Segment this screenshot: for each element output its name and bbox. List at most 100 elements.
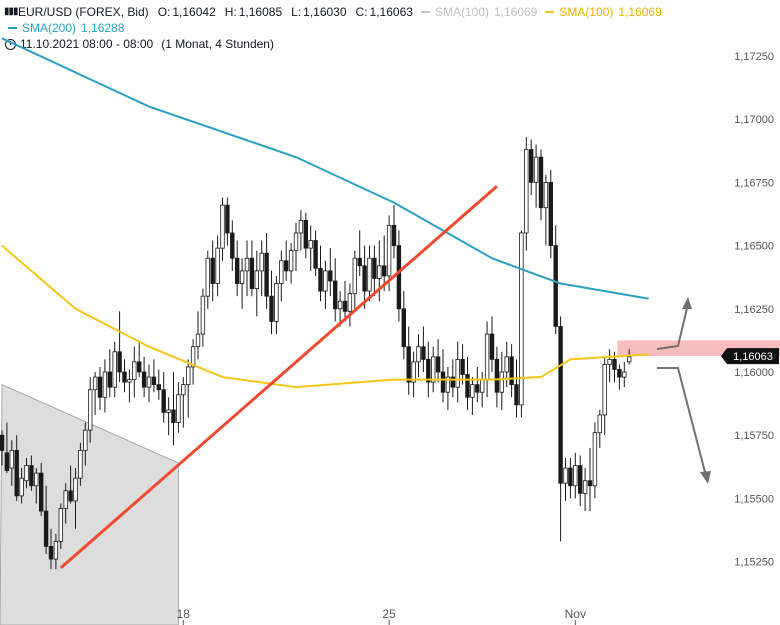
- candle-body: [176, 394, 181, 423]
- candle-body: [612, 358, 617, 370]
- price-tick-label: 1,15750: [734, 430, 774, 442]
- time-axis: 18 25 Nov: [177, 607, 586, 625]
- candle-body: [122, 371, 127, 383]
- chart-legend: ▮▮▮ EUR/USD (FOREX, Bid) O: 1,16042 H: 1…: [4, 4, 662, 52]
- candle-body: [136, 361, 142, 373]
- candle-body: [239, 270, 245, 284]
- sma200-line: [1, 37, 649, 300]
- candle-body: [519, 232, 524, 406]
- candle-body: [53, 540, 59, 560]
- candle-body: [538, 156, 544, 209]
- candle-body: [112, 351, 117, 388]
- candle-body: [352, 257, 357, 295]
- candle-body: [494, 358, 500, 393]
- candle-body: [259, 252, 264, 272]
- candle-body: [342, 300, 348, 312]
- candle-body: [426, 358, 431, 383]
- candle-body: [484, 333, 490, 380]
- candle-body: [141, 371, 147, 388]
- candle-body: [117, 351, 122, 373]
- candle-body: [440, 371, 446, 393]
- price-tick-label: 1,16500: [734, 241, 774, 253]
- candle-body: [377, 265, 382, 279]
- candle-body: [97, 376, 103, 398]
- candle-body: [460, 358, 465, 375]
- candle-body: [161, 389, 166, 413]
- candle-body: [210, 257, 215, 284]
- symbol-label: EUR/USD (FOREX, Bid): [18, 5, 149, 19]
- candle-body: [406, 346, 411, 383]
- candle-body: [313, 240, 318, 269]
- candle-body: [475, 384, 480, 393]
- candle-body: [43, 510, 49, 547]
- candle-body: [225, 204, 230, 234]
- candle-body: [548, 181, 553, 246]
- candle-body: [435, 356, 441, 373]
- candle-body: [102, 371, 108, 398]
- candle-body: [19, 477, 24, 497]
- candle-body: [362, 265, 367, 292]
- down-arrow-head: [700, 471, 711, 484]
- candle-body: [582, 480, 588, 494]
- candle-body: [269, 295, 274, 322]
- candle-body: [4, 452, 10, 471]
- candle-body: [181, 384, 186, 396]
- candle-body: [171, 409, 176, 423]
- candle-body: [367, 257, 372, 292]
- candle-body: [592, 432, 598, 487]
- candle-body: [29, 465, 34, 487]
- candle-body: [303, 219, 308, 249]
- candle-body: [63, 490, 68, 509]
- candle-body: [166, 409, 171, 413]
- candle-body: [411, 361, 416, 383]
- candle-body: [205, 257, 210, 297]
- candle-body: [337, 300, 343, 310]
- sma100-gray-label: SMA(100): [434, 5, 489, 19]
- candle-body: [200, 295, 206, 335]
- price-tick-label: 1,17000: [734, 114, 774, 126]
- price-tick-label: 1,16250: [734, 304, 774, 316]
- candle-body: [298, 219, 304, 234]
- candle-body: [92, 376, 98, 391]
- candle-body: [328, 270, 333, 282]
- candle-body: [450, 376, 455, 388]
- candle-body: [504, 356, 509, 373]
- price-tick-label: 1,16000: [734, 367, 774, 379]
- candle-body: [489, 333, 495, 360]
- candle-body: [254, 270, 259, 289]
- candle-body: [244, 257, 250, 272]
- candle-body: [563, 467, 568, 484]
- up-arrow-head: [682, 297, 692, 309]
- candle-body: [479, 379, 485, 393]
- legend-date-row: 11.10.2021 08:00 - 08:00 (1 Monat, 4 Stu…: [4, 36, 662, 52]
- candle-body: [430, 356, 436, 383]
- candle-body: [421, 346, 426, 360]
- candle-body: [264, 252, 269, 297]
- last-price-label: 1,16063: [733, 351, 773, 363]
- candle-body: [401, 308, 406, 348]
- candle-body: [190, 346, 196, 368]
- sma200-swatch: [8, 27, 17, 29]
- high-value: 1,16085: [238, 5, 283, 19]
- candle-body: [83, 429, 88, 451]
- candle-body: [274, 283, 279, 322]
- candle-body: [146, 376, 152, 388]
- legend-sma200-row: SMA(200) 1,16288: [4, 20, 662, 36]
- price-tick-label: 1,15500: [734, 493, 774, 505]
- candle-body: [234, 257, 240, 284]
- sma100-value: 1,16069: [618, 5, 662, 19]
- high-key: H:: [224, 5, 237, 19]
- open-key: O:: [157, 5, 171, 19]
- price-tick-label: 1,16750: [734, 177, 774, 189]
- candle-body: [283, 260, 289, 272]
- candle-body: [293, 232, 299, 252]
- candle-body: [627, 356, 632, 363]
- candle-body: [24, 465, 29, 482]
- candle-body: [622, 371, 627, 378]
- candle-body: [524, 149, 529, 234]
- candle-body: [58, 508, 63, 542]
- time-tick-label: Nov: [565, 607, 586, 621]
- candle-body: [39, 472, 44, 512]
- close-key: C:: [355, 5, 368, 19]
